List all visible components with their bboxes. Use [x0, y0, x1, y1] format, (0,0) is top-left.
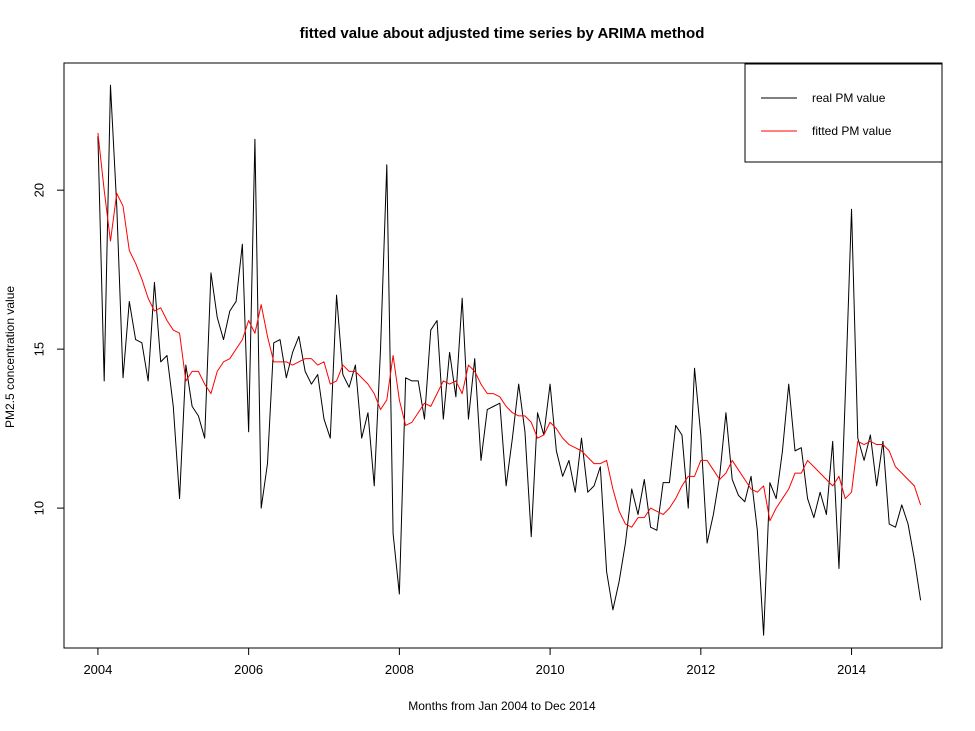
y-axis-label: PM2.5 concentration value [3, 286, 17, 428]
chart-title: fitted value about adjusted time series … [300, 25, 705, 42]
y-tick-label: 20 [31, 183, 46, 197]
legend-box [744, 63, 943, 163]
legend-label-fitted: fitted PM value [812, 124, 892, 138]
x-tick-label: 2010 [536, 662, 565, 677]
y-axis: 10 15 20 [31, 183, 65, 515]
legend: real PM value fitted PM value [744, 63, 943, 163]
y-tick-label: 15 [31, 342, 46, 356]
y-tick-label: 10 [31, 501, 46, 515]
x-tick-label: 2004 [83, 662, 112, 677]
x-tick-label: 2008 [385, 662, 414, 677]
x-tick-label: 2014 [837, 662, 866, 677]
series-layer [97, 84, 922, 636]
x-axis-label: Months from Jan 2004 to Dec 2014 [408, 699, 596, 713]
x-tick-label: 2006 [234, 662, 263, 677]
legend-label-real: real PM value [812, 91, 886, 105]
x-tick-label: 2012 [686, 662, 715, 677]
series-line-real [97, 84, 922, 636]
x-axis: 2004 2006 2008 2010 2012 2014 [83, 647, 866, 677]
series-line-fitted [97, 132, 922, 528]
